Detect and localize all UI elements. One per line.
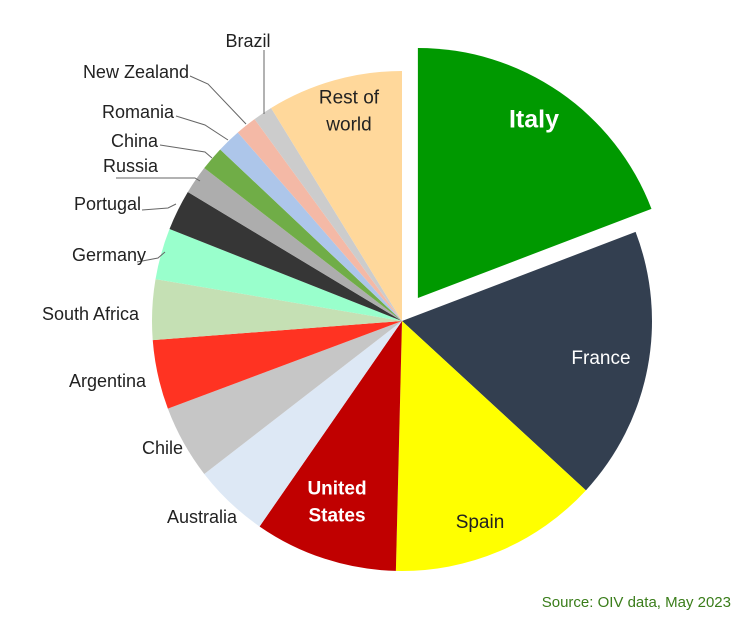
slice-label-china: China (111, 131, 159, 151)
leader-line-portugal (141, 203, 177, 211)
slice-label-south-africa: South Africa (42, 304, 140, 324)
pie-slice-chile (167, 321, 402, 474)
slice-label-rest-of-world: Rest of world (319, 88, 380, 136)
slice-label-russia: Russia (103, 156, 159, 176)
pie-slice-united-states (259, 321, 402, 571)
pie-slice-brazil (254, 108, 402, 322)
pie-slice-china (204, 149, 402, 321)
slice-label-germany: Germany (72, 245, 146, 265)
slice-label-new-zealand: New Zealand (83, 62, 189, 82)
slice-label-argentina: Argentina (69, 371, 147, 391)
leader-line-germany (136, 251, 166, 263)
pie-slice-russia (187, 168, 402, 321)
slice-label-australia: Australia (167, 507, 238, 527)
pie-slice-spain (395, 321, 586, 571)
pie-slice-italy (417, 47, 652, 298)
leader-line-romania (175, 115, 229, 141)
slice-label-romania: Romania (102, 102, 175, 122)
leader-line-new-zealand (189, 75, 247, 125)
pie-slice-argentina (152, 321, 402, 409)
slice-label-france: France (571, 348, 630, 369)
pie-slice-rest-of-world (271, 71, 402, 321)
leader-line-russia (116, 177, 201, 182)
source-note: Source: OIV data, May 2023 (541, 594, 731, 611)
pie-slice-new-zealand (237, 119, 402, 321)
slice-label-brazil: Brazil (225, 31, 270, 51)
pie-slice-australia (204, 321, 402, 527)
pie-slice-romania (220, 132, 402, 321)
slice-label-spain: Spain (456, 512, 505, 533)
pie-slice-south-africa (152, 279, 402, 341)
slice-label-united-states: United States (307, 479, 366, 527)
pie-slice-france (402, 231, 652, 491)
pie-slice-portugal (169, 192, 402, 321)
slice-label-italy: Italy (509, 106, 559, 134)
slice-label-chile: Chile (142, 438, 183, 458)
leader-line-china (159, 144, 213, 159)
pie-slice-germany (155, 229, 402, 321)
slice-label-portugal: Portugal (74, 194, 141, 214)
